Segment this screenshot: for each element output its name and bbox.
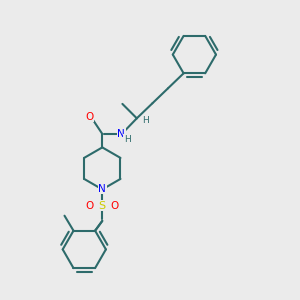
Text: O: O (111, 201, 119, 211)
Text: S: S (99, 201, 106, 211)
Text: H: H (142, 116, 148, 125)
Text: O: O (85, 112, 94, 122)
Text: N: N (98, 184, 106, 194)
Text: H: H (124, 135, 130, 144)
Text: O: O (85, 201, 94, 211)
Text: N: N (117, 129, 125, 139)
